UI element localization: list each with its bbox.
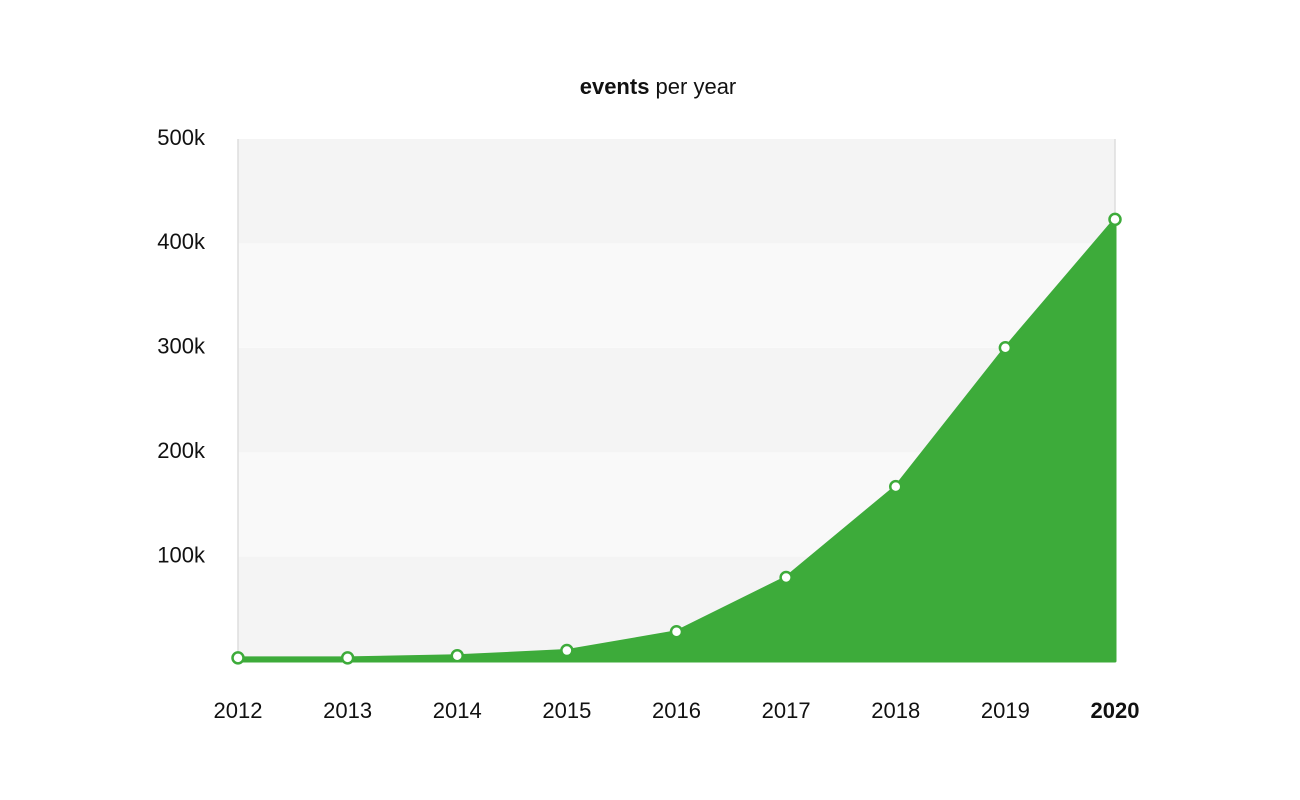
point-marker — [889, 479, 903, 494]
x-tick-label: 2020 — [1091, 698, 1140, 723]
point-marker — [998, 341, 1013, 355]
x-tick-label: 2012 — [214, 698, 263, 723]
x-tick-label: 2013 — [323, 698, 372, 723]
chart-title: events per year — [580, 74, 737, 99]
x-tick-label: 2018 — [871, 698, 920, 723]
grid-band — [238, 243, 1115, 348]
point-marker — [231, 651, 245, 665]
point-marker — [669, 625, 684, 639]
grid-band — [238, 139, 1115, 244]
x-tick-label: 2017 — [762, 698, 811, 723]
y-tick-label: 300k — [157, 334, 206, 359]
y-tick-label: 500k — [157, 125, 206, 150]
x-tick-label: 2016 — [652, 698, 701, 723]
y-tick-label: 400k — [157, 229, 206, 254]
y-tick-label: 200k — [157, 438, 206, 463]
x-tick-label: 2019 — [981, 698, 1030, 723]
x-tick-label: 2015 — [542, 698, 591, 723]
area — [236, 217, 1117, 663]
point-marker — [779, 570, 793, 585]
point-marker — [450, 649, 464, 663]
point-marker — [1108, 212, 1122, 227]
point-marker — [340, 651, 355, 665]
y-tick-label: 100k — [157, 542, 206, 567]
point-marker — [560, 643, 574, 658]
x-tick-label: 2014 — [433, 698, 482, 723]
